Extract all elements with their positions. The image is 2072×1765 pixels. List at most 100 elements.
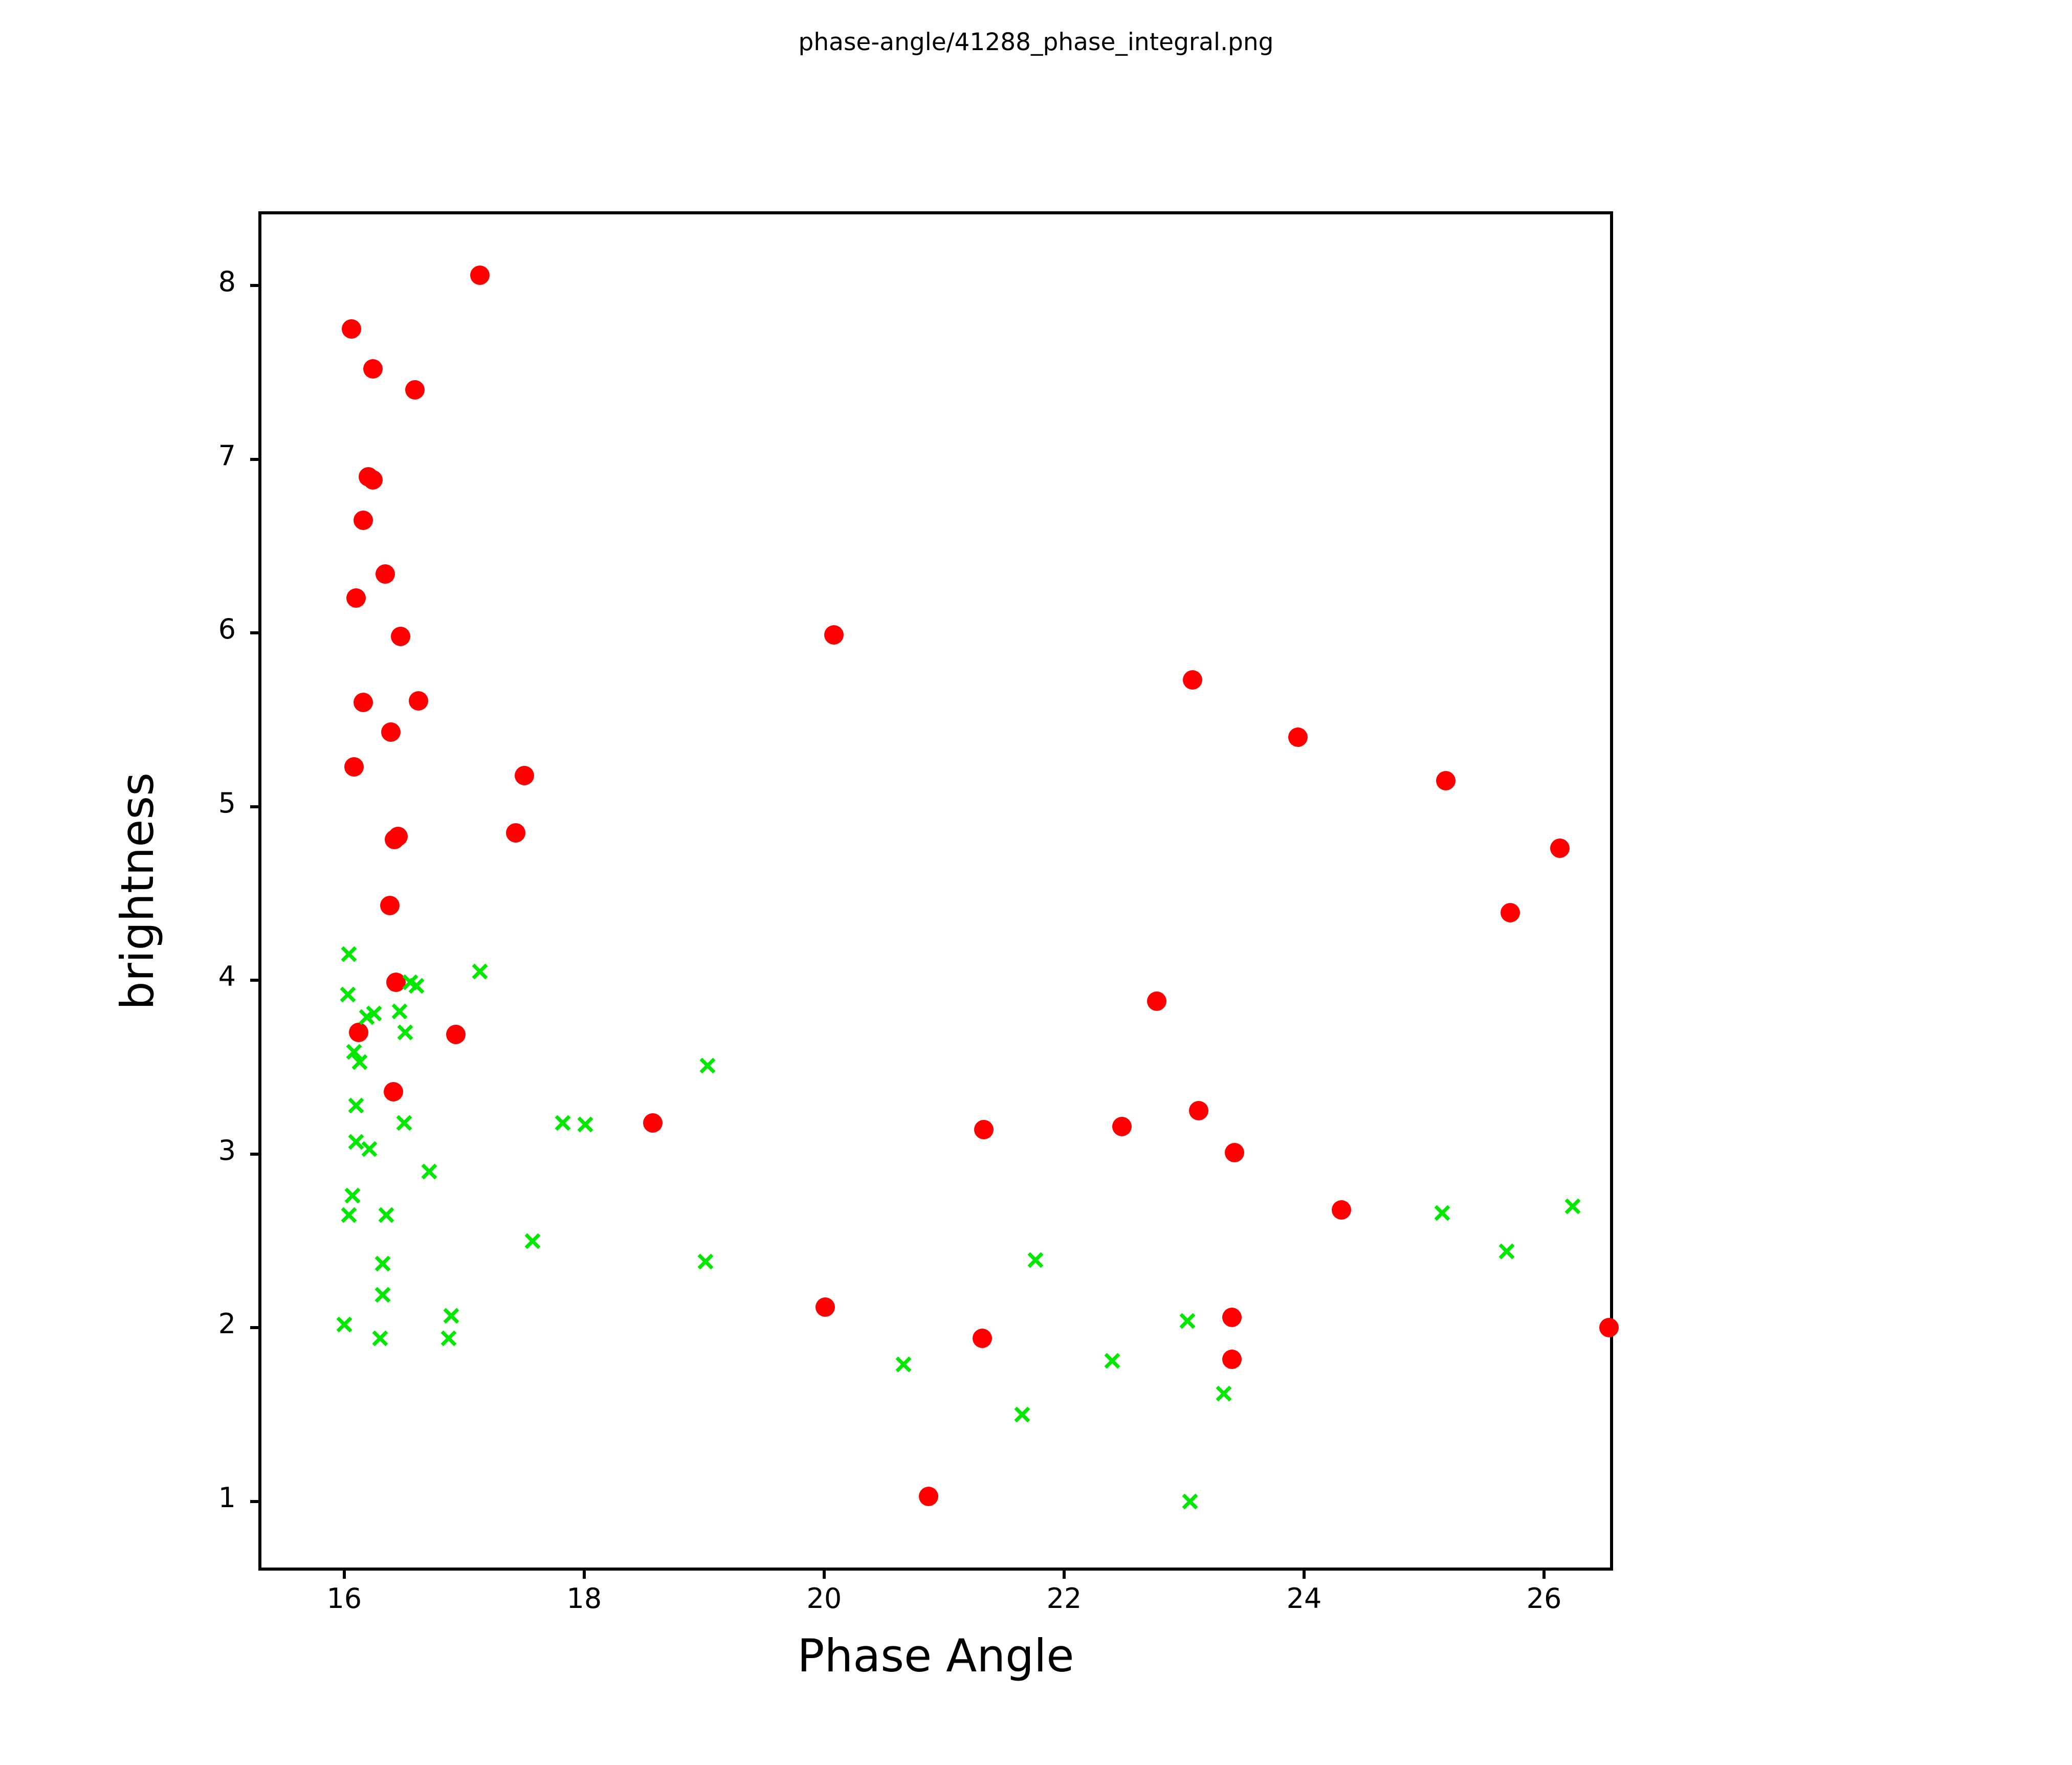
- figure-title: phase-angle/41288_phase_integral.png: [798, 28, 1274, 56]
- data-point-circle: [381, 722, 401, 742]
- data-point-circle: [815, 1297, 835, 1317]
- data-point-circle: [1182, 670, 1202, 690]
- data-point-circle: [1147, 991, 1166, 1011]
- y-tick-label: 6: [218, 613, 236, 646]
- data-point-circle: [348, 1023, 368, 1043]
- data-point-cross: [522, 1231, 543, 1251]
- x-tick-label: 18: [566, 1582, 602, 1615]
- x-tick-label: 26: [1526, 1582, 1562, 1615]
- y-tick-mark: [250, 979, 261, 982]
- data-point-cross: [339, 944, 359, 964]
- data-point-cross: [359, 1139, 380, 1159]
- data-point-circle: [386, 972, 406, 992]
- y-tick-label: 1: [218, 1481, 236, 1514]
- data-point-circle: [643, 1113, 663, 1133]
- data-point-circle: [344, 757, 364, 777]
- data-point-circle: [385, 830, 405, 850]
- data-point-cross: [395, 1022, 415, 1043]
- y-tick-label: 4: [218, 960, 236, 993]
- data-point-cross: [339, 1205, 359, 1225]
- data-point-cross: [553, 1113, 573, 1133]
- y-axis-label: brightness: [111, 772, 164, 1010]
- data-point-circle: [973, 1328, 993, 1348]
- data-point-cross: [389, 1001, 410, 1022]
- data-point-cross: [1562, 1196, 1583, 1217]
- plot-area: [261, 214, 1619, 1568]
- data-point-circle: [1331, 1200, 1351, 1220]
- data-point-cross: [1432, 1203, 1452, 1223]
- data-point-circle: [363, 470, 383, 490]
- y-tick-mark: [250, 457, 261, 461]
- data-point-circle: [470, 265, 490, 285]
- data-point-cross: [695, 1251, 716, 1272]
- data-point-circle: [1599, 1318, 1619, 1338]
- y-tick-mark: [250, 1152, 261, 1156]
- x-tick-label: 22: [1046, 1582, 1082, 1615]
- data-point-cross: [438, 1328, 459, 1349]
- y-tick-mark: [250, 805, 261, 808]
- data-point-circle: [1188, 1101, 1208, 1120]
- data-point-circle: [974, 1120, 994, 1140]
- y-tick-label: 3: [218, 1134, 236, 1166]
- x-tick-mark: [582, 1568, 586, 1579]
- plot-axes: 16 18 20 22 24 26 1 2 3 4 5 6 7 8: [218, 211, 1619, 1613]
- data-point-circle: [1501, 902, 1520, 922]
- data-point-cross: [372, 1253, 393, 1274]
- data-point-cross: [419, 1161, 439, 1182]
- y-tick-label: 5: [218, 786, 236, 819]
- data-point-circle: [1550, 839, 1570, 858]
- data-point-circle: [354, 510, 373, 530]
- x-tick-mark: [822, 1568, 826, 1579]
- data-point-cross: [349, 1052, 370, 1072]
- data-point-circle: [514, 765, 534, 785]
- data-point-circle: [506, 823, 526, 843]
- data-point-cross: [372, 1285, 393, 1305]
- data-point-circle: [380, 896, 400, 916]
- y-tick-label: 2: [218, 1308, 236, 1340]
- data-point-cross: [1177, 1311, 1198, 1331]
- data-point-cross: [346, 1095, 366, 1116]
- x-tick-mark: [1062, 1568, 1066, 1579]
- x-tick-label: 20: [806, 1582, 842, 1615]
- data-point-circle: [383, 1082, 403, 1101]
- data-point-cross: [1012, 1404, 1032, 1425]
- data-point-circle: [1222, 1308, 1242, 1328]
- data-point-cross: [697, 1055, 718, 1076]
- data-point-cross: [346, 1132, 366, 1152]
- data-point-cross: [334, 1314, 355, 1335]
- data-point-cross: [370, 1328, 390, 1349]
- data-point-circle: [375, 564, 395, 584]
- data-point-cross: [344, 1042, 364, 1062]
- data-point-cross: [376, 1205, 396, 1225]
- data-point-cross: [893, 1354, 914, 1375]
- y-tick-mark: [250, 284, 261, 288]
- x-axis-label: Phase Angle: [797, 1629, 1074, 1682]
- x-tick-mark: [342, 1568, 346, 1579]
- data-point-circle: [405, 380, 425, 400]
- x-tick-label: 24: [1286, 1582, 1322, 1615]
- y-tick-mark: [250, 1499, 261, 1503]
- y-tick-label: 7: [218, 439, 236, 472]
- data-point-cross: [1180, 1491, 1200, 1512]
- data-point-circle: [346, 588, 366, 608]
- x-tick-mark: [1542, 1568, 1546, 1579]
- x-tick-label: 16: [326, 1582, 362, 1615]
- data-point-cross: [394, 1113, 414, 1133]
- data-point-cross: [1214, 1383, 1234, 1404]
- data-point-cross: [1025, 1250, 1046, 1270]
- y-tick-mark: [250, 631, 261, 635]
- data-point-circle: [363, 359, 383, 379]
- data-point-cross: [406, 976, 427, 996]
- data-point-circle: [824, 625, 844, 645]
- data-point-cross: [357, 1007, 377, 1027]
- data-point-circle: [409, 691, 429, 711]
- x-tick-mark: [1302, 1568, 1306, 1579]
- data-point-cross: [575, 1114, 596, 1135]
- data-point-circle: [1436, 770, 1456, 790]
- data-point-cross: [1496, 1241, 1517, 1262]
- data-point-cross: [441, 1306, 461, 1326]
- data-point-cross: [1102, 1351, 1122, 1371]
- y-tick-label: 8: [218, 266, 236, 298]
- data-point-cross: [470, 961, 490, 982]
